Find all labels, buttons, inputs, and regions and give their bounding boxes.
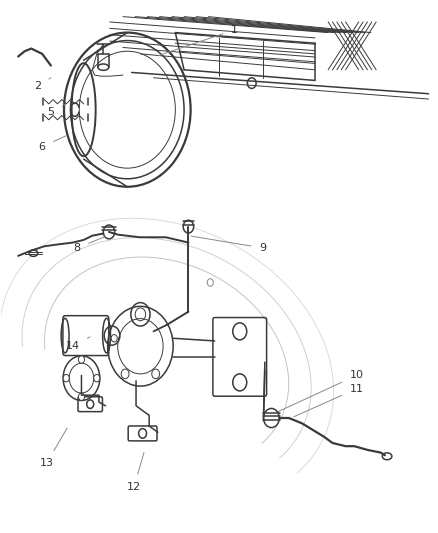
Text: 2: 2 — [34, 78, 51, 91]
Text: 10: 10 — [278, 370, 364, 411]
Text: 12: 12 — [127, 453, 144, 492]
Ellipse shape — [29, 250, 38, 256]
Circle shape — [78, 356, 85, 364]
Circle shape — [247, 78, 256, 88]
Circle shape — [63, 374, 69, 382]
Circle shape — [87, 400, 94, 408]
Circle shape — [139, 429, 147, 438]
Text: 5: 5 — [47, 104, 66, 117]
Text: 13: 13 — [39, 429, 67, 468]
Circle shape — [183, 220, 194, 233]
Circle shape — [152, 369, 159, 378]
Circle shape — [103, 225, 115, 239]
Text: 8: 8 — [74, 237, 105, 253]
Circle shape — [94, 374, 100, 382]
Text: 11: 11 — [293, 384, 364, 417]
Circle shape — [264, 408, 279, 427]
Text: 6: 6 — [39, 136, 66, 152]
Text: 1: 1 — [158, 25, 238, 55]
Circle shape — [78, 393, 85, 400]
Circle shape — [111, 335, 117, 342]
Text: 14: 14 — [66, 337, 90, 351]
Text: 9: 9 — [191, 236, 266, 253]
Ellipse shape — [382, 453, 392, 460]
Circle shape — [121, 369, 129, 378]
